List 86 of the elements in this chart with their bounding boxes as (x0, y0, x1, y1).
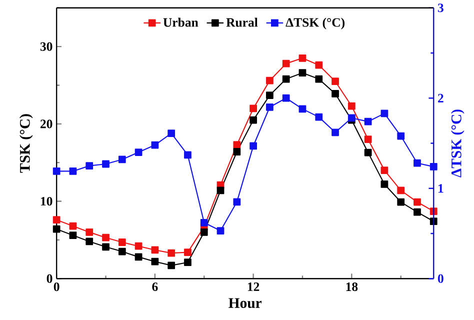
point (332, 78, 339, 86)
point (134, 148, 142, 156)
y2-tick-label: 0 (438, 274, 444, 283)
point (151, 141, 159, 149)
point (102, 243, 110, 251)
point (430, 218, 438, 226)
y2-tick-label: 1 (438, 184, 444, 193)
point (52, 168, 60, 175)
x-tick-label: 12 (248, 282, 260, 291)
point (118, 156, 126, 164)
point (151, 246, 159, 254)
x-tick-label: 18 (346, 282, 358, 292)
point (168, 249, 176, 257)
point (298, 69, 306, 77)
point (282, 94, 290, 102)
point (69, 222, 77, 230)
point (69, 232, 77, 239)
point (397, 132, 405, 140)
point (118, 248, 126, 256)
point (69, 168, 77, 175)
point (200, 228, 208, 236)
point (414, 159, 421, 167)
point (380, 110, 388, 118)
point (364, 118, 372, 126)
point (298, 54, 306, 62)
point (250, 116, 257, 124)
point (184, 151, 192, 159)
point (348, 102, 356, 110)
point (397, 198, 405, 206)
point (151, 258, 159, 266)
point (216, 186, 224, 194)
y-axis-title: TSK (°C) (20, 114, 33, 173)
x-tick-label: 6 (152, 282, 158, 292)
point (332, 90, 339, 98)
point (250, 142, 257, 150)
point (364, 148, 372, 156)
point (216, 227, 224, 234)
point (364, 136, 372, 144)
point (102, 160, 110, 168)
legend-label: ΔTSK (°C) (286, 18, 345, 30)
point (86, 238, 94, 246)
point (282, 75, 290, 83)
point (233, 148, 241, 156)
point (200, 218, 208, 226)
point (380, 166, 388, 174)
y-tick-label: 20 (40, 120, 52, 128)
y2-tick-label: 2 (438, 94, 444, 102)
point (414, 208, 421, 216)
point (168, 130, 176, 138)
point (184, 258, 192, 266)
point (266, 76, 274, 84)
y-tick-label: 30 (40, 42, 52, 51)
y2-tick-label: 3 (438, 4, 444, 12)
point (266, 103, 274, 111)
point (250, 104, 257, 112)
y2-axis-title: ΔTSK (°C) (451, 110, 464, 178)
legend-label: Urban (163, 18, 198, 27)
x-axis-title: Hour (228, 298, 262, 308)
point (266, 92, 274, 99)
point (380, 180, 388, 188)
point (233, 198, 241, 206)
y-tick-label: 0 (46, 274, 52, 283)
point (332, 128, 339, 136)
point (233, 141, 241, 148)
point (414, 198, 421, 206)
point (282, 60, 290, 68)
legend-label: Rural (226, 18, 258, 27)
point (315, 61, 323, 69)
point (184, 248, 192, 256)
point (315, 75, 323, 83)
point (134, 253, 142, 261)
point (118, 238, 126, 246)
point (52, 216, 60, 224)
point (430, 208, 438, 216)
point (52, 225, 60, 233)
point (298, 105, 306, 113)
point (430, 163, 438, 170)
point (397, 186, 405, 194)
point (86, 228, 94, 236)
point (86, 162, 94, 170)
point (102, 234, 110, 242)
point (168, 262, 176, 270)
y-tick-label: 10 (40, 196, 52, 206)
point (134, 242, 142, 250)
x-tick-label: 0 (54, 282, 60, 292)
point (315, 113, 323, 121)
